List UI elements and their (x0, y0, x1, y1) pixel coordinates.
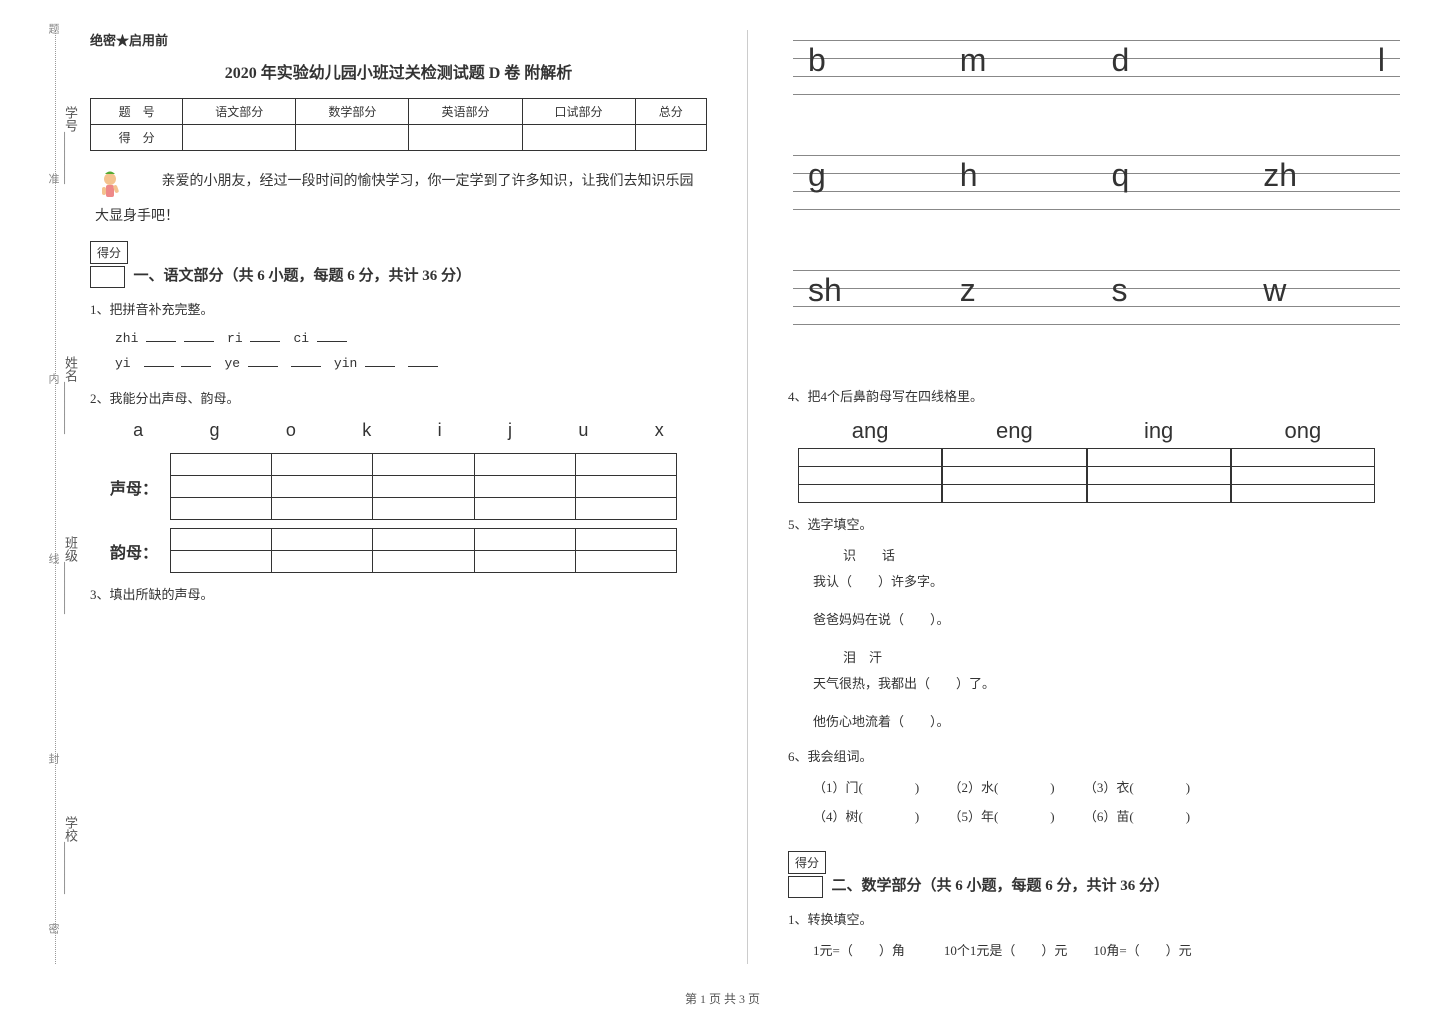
marker-ti: 题 (45, 23, 61, 34)
score-r3[interactable] (296, 125, 409, 151)
shengmu-table[interactable] (170, 453, 677, 520)
q6-row2: （4）树( ) （5）年( ) （6）苗( ) (788, 803, 1405, 832)
score-h1: 题 号 (91, 99, 183, 125)
intro-text: 亲爱的小朋友，经过一段时间的愉快学习，你一定学到了许多知识，让我们去知识乐园大显… (90, 169, 707, 229)
label-school: 学校________ (61, 816, 80, 894)
label-id: 学号________ (61, 106, 80, 184)
q6-label: 6、我会组词。 (788, 745, 1405, 768)
score-r4[interactable] (409, 125, 522, 151)
q5-s1: 我认（ ）许多字。 (788, 569, 1405, 595)
score-h4: 英语部分 (409, 99, 522, 125)
shengmu-label: 声母： (110, 475, 170, 499)
q5-s4: 他伤心地流着（ ）。 (788, 709, 1405, 735)
score-h5: 口试部分 (522, 99, 635, 125)
score-r5[interactable] (522, 125, 635, 151)
left-column: 绝密★启用前 2020 年实验幼儿园小班过关检测试题 D 卷 附解析 题 号 语… (90, 30, 707, 964)
q5-s2: 爸爸妈妈在说（ ）。 (788, 607, 1405, 633)
section1-title: 一、语文部分（共 6 小题，每题 6 分，共计 36 分） (134, 268, 472, 284)
q1-line1: zhi ri ci (90, 327, 707, 352)
s2-q1-line: 1元=（ ）角 10个1元是（ ）元 10角=（ ）元 (788, 938, 1405, 964)
score-r6[interactable] (635, 125, 706, 151)
page-footer: 第 1 页 共 3 页 (0, 990, 1445, 1007)
label-name: 姓名________ (61, 356, 80, 434)
q1-line2: yi ye yin (90, 352, 707, 377)
q3-grid: b m d l (788, 40, 1405, 130)
q4-label: 4、把4个后鼻韵母写在四线格里。 (788, 385, 1405, 408)
score-r2[interactable] (183, 125, 296, 151)
right-column: b m d l g h q zh sh z s w 4、把4个后鼻韵母写在四线格… (788, 30, 1405, 964)
label-class: 班级________ (61, 536, 80, 614)
score-h3: 数学部分 (296, 99, 409, 125)
marker-feng: 封 (45, 753, 61, 764)
marker-mi: 密 (45, 923, 61, 934)
secret-label: 绝密★启用前 (90, 30, 707, 49)
page-title: 2020 年实验幼儿园小班过关检测试题 D 卷 附解析 (90, 59, 707, 83)
marker-zhun: 准 (45, 173, 61, 184)
q6-row1: （1）门( ) （2）水( ) （3）衣( ) (788, 774, 1405, 803)
section2-title: 二、数学部分（共 6 小题，每题 6 分，共计 36 分） (832, 878, 1170, 894)
binding-strip: 密 封 线 内 准 题 学校________ 班级________ 姓名____… (40, 30, 90, 964)
score-h6: 总分 (635, 99, 706, 125)
marker-nei: 内 (45, 373, 61, 384)
q5-s3: 天气很热，我都出（ ）了。 (788, 671, 1405, 697)
score-table: 题 号 语文部分 数学部分 英语部分 口试部分 总分 得 分 (90, 98, 707, 151)
yunmu-label: 韵母： (110, 539, 170, 563)
q2-letters: a g o k i j u x (90, 416, 707, 445)
yunmu-table[interactable] (170, 528, 677, 573)
q1-label: 1、把拼音补充完整。 (90, 298, 707, 321)
q2-label: 2、我能分出声母、韵母。 (90, 387, 707, 410)
q5-pair1: 识 话 (788, 543, 1405, 569)
score-input-box[interactable] (90, 266, 125, 288)
marker-xian: 线 (45, 553, 61, 564)
q5-pair2: 泪 汗 (788, 645, 1405, 671)
q5-label: 5、选字填空。 (788, 513, 1405, 536)
score-label-box: 得分 (90, 241, 128, 264)
q3-grid-2: g h q zh (788, 155, 1405, 245)
score-h2: 语文部分 (183, 99, 296, 125)
q4-grid: ang eng ing ong (788, 418, 1405, 503)
score-label-box-2: 得分 (788, 851, 826, 874)
q3-grid-3: sh z s w (788, 270, 1405, 360)
intro-body: 亲爱的小朋友，经过一段时间的愉快学习，你一定学到了许多知识，让我们去知识乐园大显… (95, 174, 694, 224)
score-input-box-2[interactable] (788, 876, 823, 898)
score-r1: 得 分 (91, 125, 183, 151)
child-icon (95, 169, 125, 204)
q3-label: 3、填出所缺的声母。 (90, 583, 707, 606)
s2-q1-label: 1、转换填空。 (788, 908, 1405, 931)
